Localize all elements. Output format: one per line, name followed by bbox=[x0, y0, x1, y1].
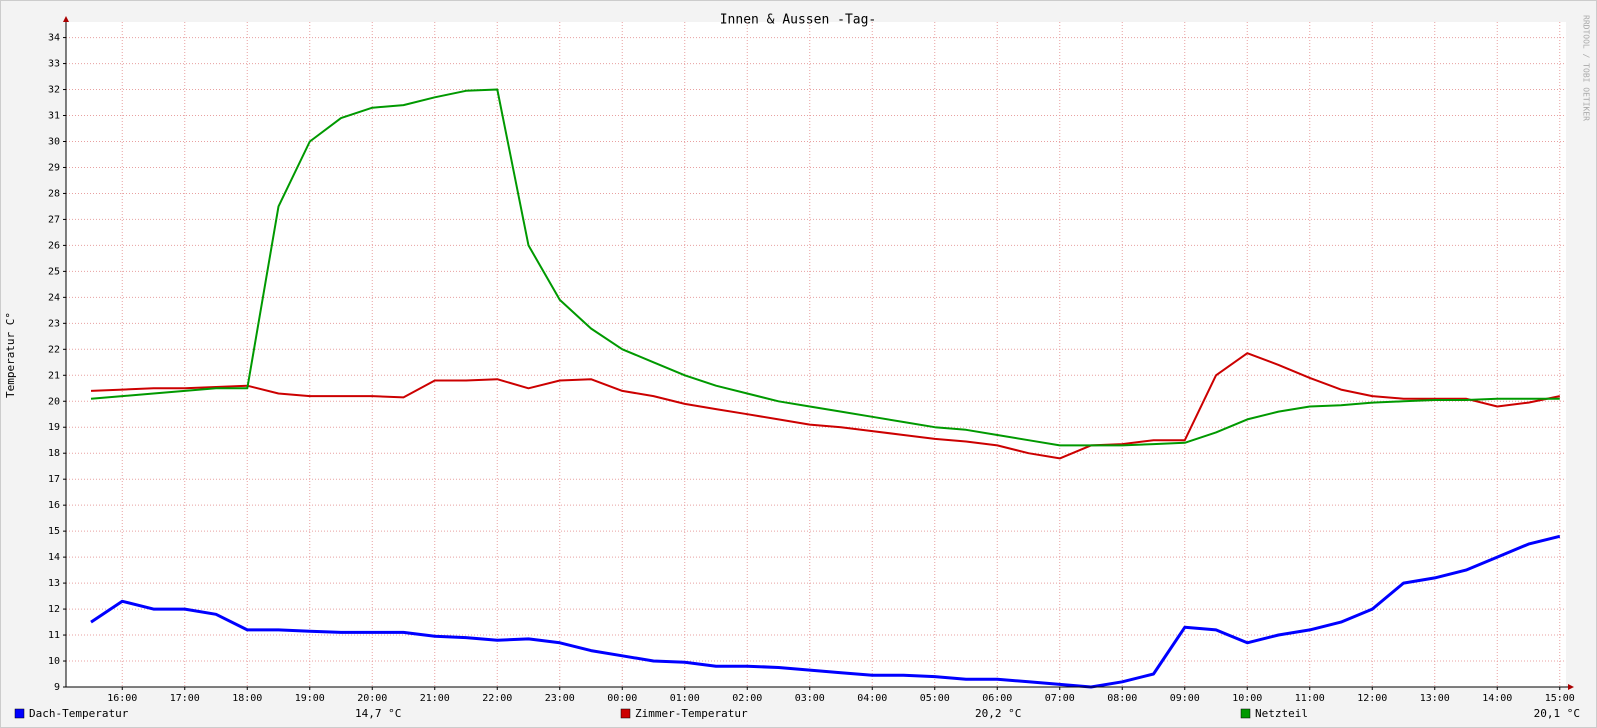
y-arrow bbox=[63, 16, 69, 22]
x-tick-label: 05:00 bbox=[920, 693, 950, 704]
plot-area bbox=[66, 22, 1566, 687]
y-tick-label: 15 bbox=[48, 526, 60, 537]
y-tick-label: 16 bbox=[48, 500, 60, 511]
legend-swatch bbox=[14, 708, 25, 719]
legend-label: Zimmer-Temperatur bbox=[635, 707, 748, 720]
y-tick-label: 19 bbox=[48, 422, 60, 433]
x-tick-label: 04:00 bbox=[857, 693, 887, 704]
x-tick-label: 03:00 bbox=[795, 693, 825, 704]
x-tick-label: 01:00 bbox=[670, 693, 700, 704]
chart-title: Innen & Aussen -Tag- bbox=[720, 13, 877, 28]
lines bbox=[90, 88, 1561, 689]
x-tick-label: 10:00 bbox=[1232, 693, 1262, 704]
y-tick-label: 31 bbox=[48, 111, 60, 122]
x-tick-label: 02:00 bbox=[732, 693, 762, 704]
y-axis-label: Temperatur C° bbox=[4, 312, 17, 398]
x-tick-label: 07:00 bbox=[1045, 693, 1075, 704]
y-tick-label: 24 bbox=[48, 292, 60, 303]
x-tick-label: 13:00 bbox=[1420, 693, 1450, 704]
x-arrow bbox=[1568, 684, 1574, 690]
legend-label: Netzteil bbox=[1255, 707, 1308, 720]
grid bbox=[66, 22, 1566, 688]
series-line bbox=[90, 88, 1560, 447]
y-tick-label: 33 bbox=[48, 59, 60, 70]
y-tick-label: 30 bbox=[48, 136, 60, 147]
legend-value: 14,7 °C bbox=[355, 707, 401, 720]
x-tick-label: 19:00 bbox=[295, 693, 325, 704]
x-tick-label: 22:00 bbox=[482, 693, 512, 704]
y-tick-label: 28 bbox=[48, 188, 60, 199]
x-tick-label: 17:00 bbox=[170, 693, 200, 704]
y-tick-label: 13 bbox=[48, 578, 60, 589]
y-tick-label: 25 bbox=[48, 266, 60, 277]
x-tick-label: 21:00 bbox=[420, 693, 450, 704]
y-tick-label: 21 bbox=[48, 370, 60, 381]
x-tick-label: 23:00 bbox=[545, 693, 575, 704]
x-tick-label: 09:00 bbox=[1170, 693, 1200, 704]
y-tick-label: 11 bbox=[48, 630, 60, 641]
y-tick-label: 34 bbox=[48, 33, 60, 44]
y-tick-label: 17 bbox=[48, 474, 60, 485]
y-tick-label: 32 bbox=[48, 85, 60, 96]
legend-label: Dach-Temperatur bbox=[29, 707, 129, 720]
x-tick-label: 06:00 bbox=[982, 693, 1012, 704]
y-tick-label: 14 bbox=[48, 552, 60, 563]
y-tick-label: 20 bbox=[48, 396, 60, 407]
y-tick-label: 26 bbox=[48, 240, 60, 251]
y-tick-label: 10 bbox=[48, 656, 60, 667]
watermark: RRDTOOL / TOBI OETIKER bbox=[1582, 15, 1591, 121]
y-tick-label: 18 bbox=[48, 448, 60, 459]
y-tick-label: 9 bbox=[54, 682, 60, 693]
legend-value: 20,2 °C bbox=[975, 707, 1021, 720]
x-tick-label: 15:00 bbox=[1545, 693, 1575, 704]
y-tick-label: 27 bbox=[48, 214, 60, 225]
legend-value: 20,1 °C bbox=[1534, 707, 1580, 720]
x-tick-label: 18:00 bbox=[232, 693, 262, 704]
y-tick-label: 12 bbox=[48, 604, 60, 615]
legend-swatch bbox=[620, 708, 631, 719]
x-tick-label: 08:00 bbox=[1107, 693, 1137, 704]
x-tick-label: 14:00 bbox=[1482, 693, 1512, 704]
y-tick-label: 23 bbox=[48, 318, 60, 329]
legend-swatch bbox=[1240, 708, 1251, 719]
y-tick-label: 22 bbox=[48, 344, 60, 355]
y-tick-label: 29 bbox=[48, 162, 60, 173]
x-tick-label: 11:00 bbox=[1295, 693, 1325, 704]
x-tick-label: 12:00 bbox=[1357, 693, 1387, 704]
series-line bbox=[90, 534, 1561, 689]
x-tick-label: 20:00 bbox=[357, 693, 387, 704]
x-tick-label: 00:00 bbox=[607, 693, 637, 704]
x-tick-label: 16:00 bbox=[107, 693, 137, 704]
series-line bbox=[90, 352, 1561, 460]
